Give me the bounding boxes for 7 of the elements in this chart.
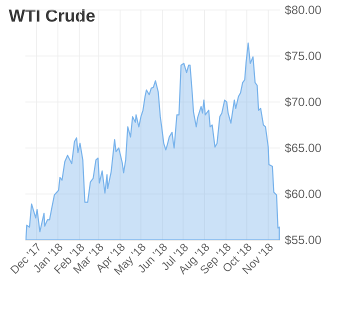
y-tick-label: $65.00 bbox=[284, 143, 321, 153]
y-tick-label: $70.00 bbox=[284, 97, 321, 107]
y-tick-label: $80.00 bbox=[284, 5, 321, 15]
chart-title: WTI Crude bbox=[8, 9, 95, 22]
y-tick-label: $75.00 bbox=[284, 51, 321, 61]
y-tick-label: $55.00 bbox=[284, 235, 321, 245]
y-tick-label: $60.00 bbox=[284, 189, 321, 199]
